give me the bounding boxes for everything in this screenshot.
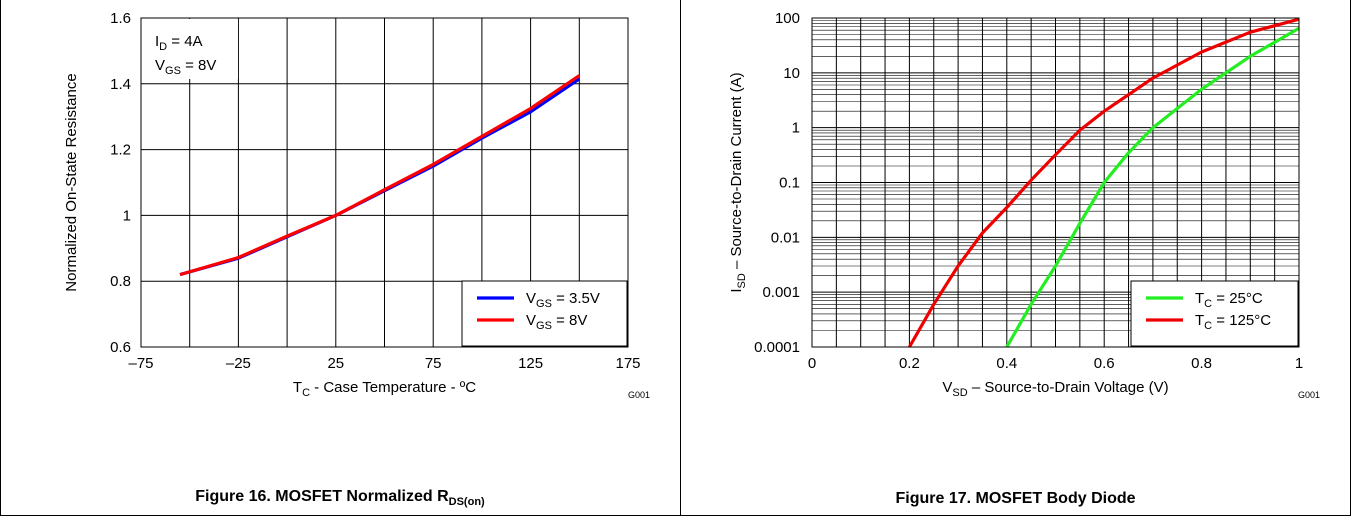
figure-17-caption: Figure 17. MOSFET Body Diode (680, 490, 1351, 508)
figure-17-panel: 0 0.2 0.4 0.6 0.8 1 0.0001 0.001 0.01 0.1 1 10 100 TC… (680, 0, 1351, 516)
y-tick-label: 1 (123, 207, 131, 224)
condition-annotation: VGS = 8V (155, 57, 216, 77)
legend-label: VGS = 8V (526, 312, 587, 332)
x-tick-label: –75 (128, 355, 153, 372)
x-tick-label: –25 (226, 355, 251, 372)
legend-label: VGS = 3.5V (526, 290, 600, 310)
body-diode-chart: 0 0.2 0.4 0.6 0.8 1 0.0001 0.001 0.01 0.1 1 10 100 TC… (728, 10, 1320, 400)
annotation-box (142, 19, 238, 79)
figure-16-caption-main: Figure 16. MOSFET Normalized R (195, 487, 449, 505)
x-tick-label: 0 (808, 355, 816, 372)
figure-16-panel: –75 –25 25 75 125 175 0.6 0.8 1 1.2 1.4 1.6 TC - Cas… (0, 10, 680, 508)
y-tick-label: 0.0001 (754, 339, 800, 356)
series-line (179, 74, 581, 277)
x-tick-label: 0.2 (899, 355, 920, 372)
plot-frame (811, 17, 1300, 348)
legend-label: TC = 25°C (1195, 290, 1263, 310)
y-tick-label: 0.001 (762, 284, 800, 301)
condition-annotation: ID = 4A (155, 33, 203, 53)
x-tick-label: 0.8 (1191, 355, 1212, 372)
series-line (179, 77, 581, 277)
figure-16-caption: Figure 16. MOSFET Normalized RDS(on) (0, 488, 680, 508)
x-tick-label: 125 (518, 355, 543, 372)
legend-box (1130, 280, 1299, 347)
y-axis-title-group: ISD – Source-to-Drain Current (A) (728, 72, 748, 292)
y-tick-label: 1.6 (110, 10, 131, 27)
y-tick-label: 0.01 (771, 229, 800, 246)
y-axis-title: ISD – Source-to-Drain Current (A) (728, 72, 748, 292)
y-axis-title: Normalized On-State Resistance (63, 73, 80, 291)
y-tick-label: 0.8 (110, 273, 131, 290)
y-tick-label: 1.4 (110, 76, 131, 93)
figure-code: G001 (1298, 390, 1320, 400)
y-tick-label: 0.1 (779, 175, 800, 192)
plot-frame (140, 17, 629, 348)
figure-16-caption-sub: DS(on) (448, 496, 485, 508)
figure-code: G001 (628, 390, 650, 400)
legend-box (461, 280, 628, 347)
legend-label: TC = 125°C (1195, 312, 1271, 332)
series-line (1005, 26, 1300, 348)
x-tick-label: 25 (327, 355, 344, 372)
y-tick-label: 10 (783, 65, 800, 82)
figure-17-caption-main: Figure 17. MOSFET Body Diode (895, 490, 1136, 507)
x-tick-label: 0.6 (1094, 355, 1115, 372)
x-tick-label: 0.4 (996, 355, 1017, 372)
x-axis-title: VSD – Source-to-Drain Voltage (V) (942, 379, 1168, 399)
rdson-chart: –75 –25 25 75 125 175 0.6 0.8 1 1.2 1.4 1.6 TC - Cas… (63, 10, 650, 400)
x-axis-title: TC - Case Temperature - ºC (293, 379, 476, 399)
y-tick-label: 1 (792, 120, 800, 137)
y-tick-label: 100 (775, 10, 800, 27)
y-tick-label: 1.2 (110, 142, 131, 159)
x-tick-label: 75 (425, 355, 442, 372)
x-tick-label: 175 (615, 355, 640, 372)
x-tick-label: 1 (1295, 355, 1303, 372)
series-line (908, 17, 1300, 348)
y-tick-label: 0.6 (110, 339, 131, 356)
